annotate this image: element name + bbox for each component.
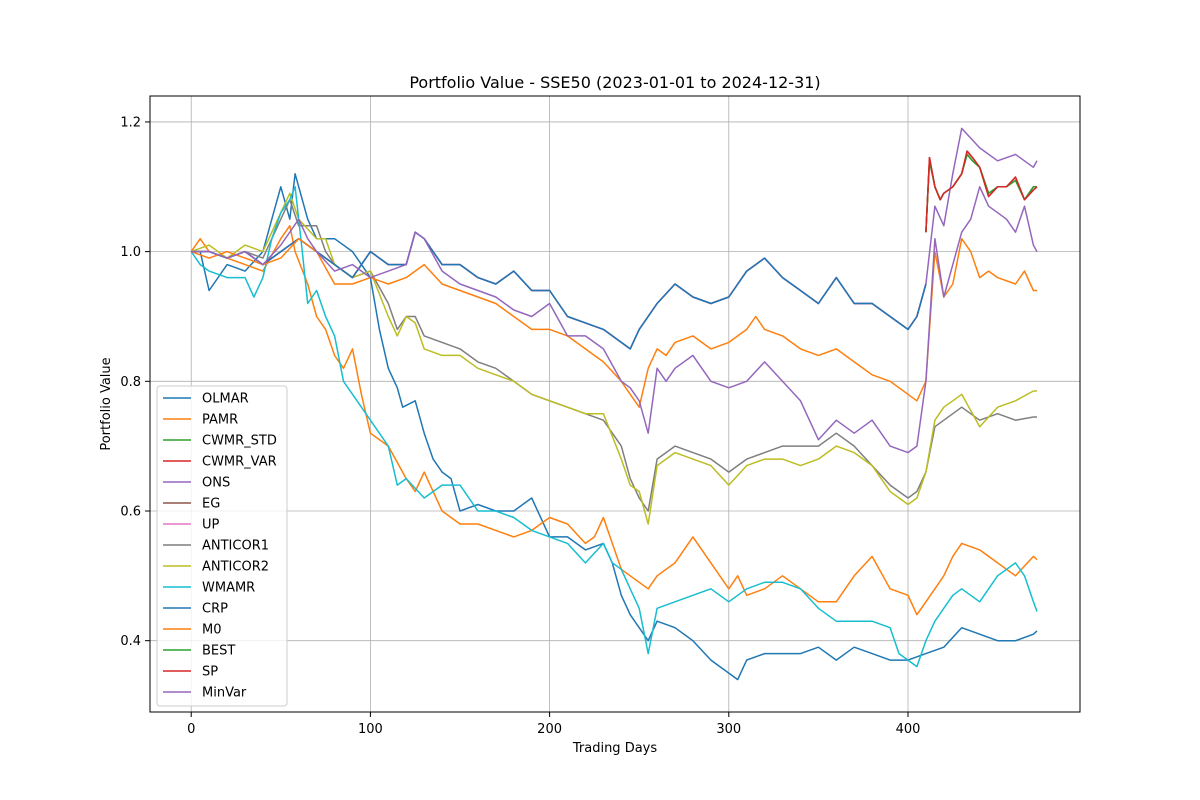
series-line-pamr: [190, 224, 1038, 616]
ticks: 0 100 200 300 400 0.4 0.6 0.8 1.0 1.2: [120, 115, 920, 737]
legend-label: CWMR_STD: [202, 434, 277, 449]
x-axis-label: Trading Days: [572, 741, 657, 756]
series-line-anticor1: [191, 198, 1037, 512]
legend-label: PAMR: [202, 413, 238, 428]
plot-frame: [149, 95, 1081, 713]
grid: [150, 96, 1080, 712]
series-line-minvar: [191, 186, 1038, 454]
y-tick-label: 1.0: [120, 245, 141, 260]
y-axis-label: Portfolio Value: [99, 357, 114, 450]
legend-box: [156, 385, 288, 707]
legend-label: CWMR_VAR: [202, 455, 277, 470]
y-tick-label: 1.2: [120, 115, 141, 130]
legend-label: EG: [202, 497, 220, 512]
x-tick-label: 300: [716, 722, 741, 737]
series-line-anticor2: [190, 192, 1037, 525]
y-tick-label: 0.8: [120, 375, 141, 390]
series-line-m0: [190, 237, 1037, 408]
chart-title: Portfolio Value - SSE50 (2023-01-01 to 2…: [409, 73, 820, 92]
x-tick-label: 100: [358, 722, 383, 737]
series-line-olmar: [191, 173, 1038, 681]
x-tick-label: 0: [187, 722, 195, 737]
legend-label: CRP: [202, 602, 228, 617]
series-line-crp: [191, 231, 927, 350]
series-line-sp: [925, 150, 1038, 233]
x-tick-label: 400: [896, 722, 921, 737]
legend-label: ONS: [202, 476, 230, 491]
series-group: [190, 127, 1038, 681]
y-tick-label: 0.4: [120, 634, 141, 649]
legend-label: ANTICOR2: [202, 560, 269, 575]
legend-label: WMAMR: [202, 581, 255, 596]
legend-label: MinVar: [202, 686, 247, 701]
legend-label: M0: [202, 623, 222, 638]
legend-label: OLMAR: [202, 392, 249, 407]
legend-label: ANTICOR1: [202, 539, 269, 554]
x-tick-label: 200: [537, 722, 562, 737]
y-tick-label: 0.6: [120, 504, 141, 519]
legend-label: UP: [202, 518, 220, 533]
legend: OLMAR PAMR CWMR_STD CWMR_VAR ONS EG UP ANTICOR1…: [156, 385, 288, 707]
legend-label: BEST: [202, 644, 235, 659]
series-line-wmamr: [190, 186, 1038, 668]
legend-label: SP: [202, 665, 218, 680]
